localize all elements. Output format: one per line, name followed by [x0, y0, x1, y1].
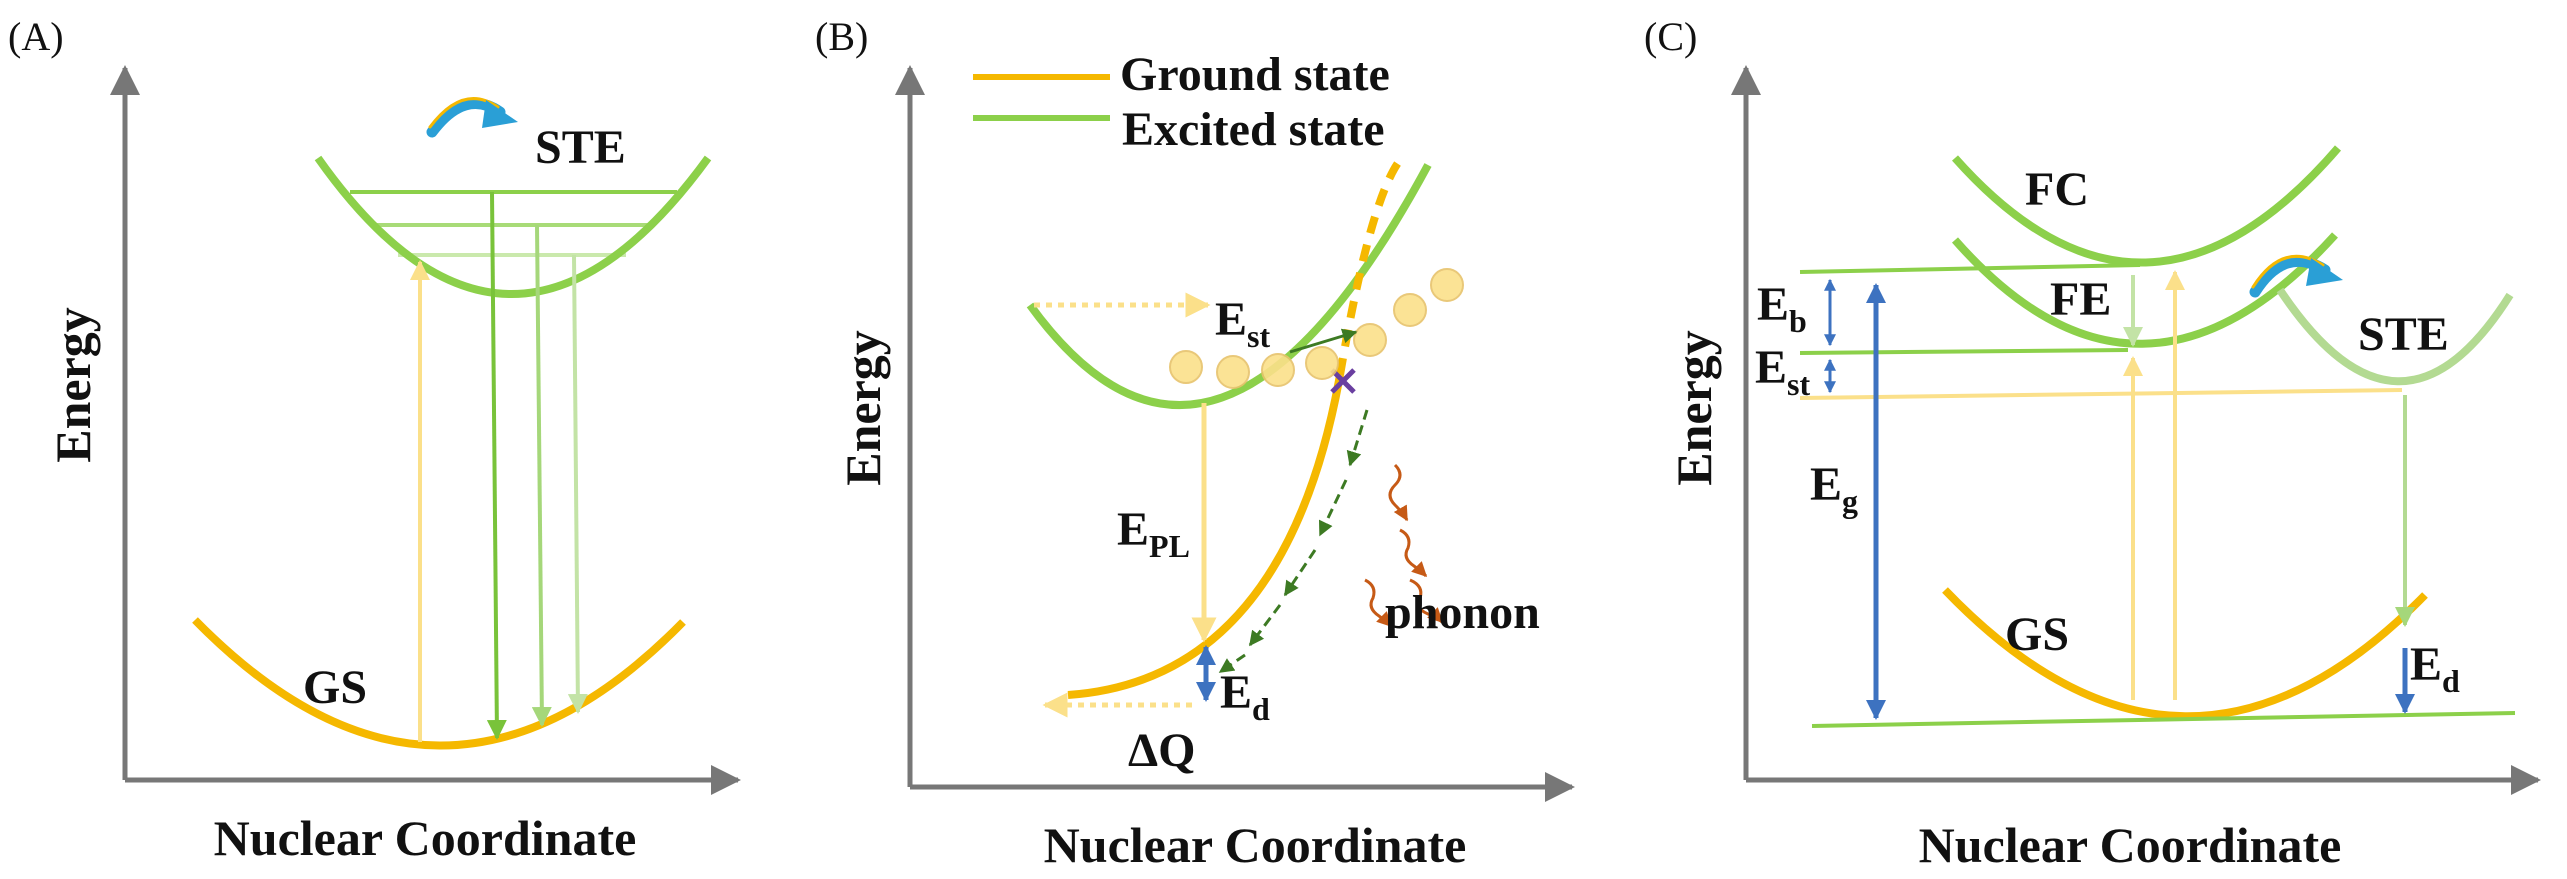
population-circle: [1353, 323, 1387, 357]
relaxation-arrow: [1218, 653, 1246, 674]
panel-c-ste-level: [1799, 388, 2403, 400]
panel-b: (B) Energy Nuclear Coordinate Ground sta…: [815, 14, 1575, 873]
panel-b-label: (B): [815, 14, 868, 59]
panel-b-phonon-label: phonon: [1385, 586, 1540, 639]
panel-a-label: (A): [8, 14, 64, 59]
phonon-wave: [1388, 463, 1409, 522]
population-circle: [1216, 355, 1250, 389]
phonon-wave: [1399, 528, 1428, 578]
panel-c-eg-label: Eg: [1810, 458, 1858, 519]
panel-a-emission-arrow-1: [486, 191, 507, 740]
panel-c-est-label: Est: [1755, 341, 1810, 402]
panel-c-fe-label: FE: [2050, 273, 2111, 326]
panel-c-fc-curve: [1952, 145, 2342, 267]
relaxation-arrows: [1218, 409, 1369, 674]
curved-arrow-icon: [426, 97, 518, 138]
panel-b-excited-curve: [1026, 163, 1432, 409]
panel-c-ste-curve: [2276, 287, 2514, 386]
phonon-squiggles: [1364, 463, 1444, 628]
crossing-point-marker: [1330, 368, 1356, 394]
panel-c-ste-label: STE: [2358, 308, 2449, 361]
legend-excited-label: Excited state: [1122, 103, 1385, 156]
panel-c-eb-label: Eb: [1757, 278, 1807, 339]
legend-ground-label: Ground state: [1120, 48, 1390, 101]
phonon-wave: [1364, 578, 1393, 628]
panel-c-y-axis-title: Energy: [1666, 330, 1722, 486]
panel-b-dq-label: ΔQ: [1128, 724, 1195, 777]
panel-c-x-axis-title: Nuclear Coordinate: [1919, 817, 2342, 873]
panel-c-ed-label: Ed: [2410, 638, 2460, 699]
panel-b-x-axis-title: Nuclear Coordinate: [1044, 817, 1467, 873]
curved-arrow-icon: [2249, 254, 2343, 298]
panel-c-gs-curve: [1942, 587, 2428, 721]
panel-c-label: (C): [1644, 14, 1697, 59]
panel-a-emission-arrow-3: [567, 254, 588, 714]
panel-a-gs-curve: [192, 617, 686, 750]
panel-c-fe-level: [1799, 348, 2129, 355]
population-circle: [1261, 353, 1295, 387]
panel-c-gs-label: GS: [2005, 608, 2069, 661]
panel-a-ste-label: STE: [535, 121, 626, 174]
panel-a-x-axis-title: Nuclear Coordinate: [214, 810, 637, 866]
phonon-wave: [1409, 578, 1444, 624]
panel-c-fc-label: FC: [2025, 163, 2089, 216]
panel-b-ground-curve: [1067, 374, 1344, 699]
panel-a: (A) Energy Nuclear Coordinate STE GS: [8, 14, 741, 866]
relaxation-arrow: [1318, 479, 1348, 537]
panel-c: (C) Energy Nuclear Coordinate Eb Est Eg …: [1644, 14, 2541, 873]
relaxation-arrow: [1248, 604, 1282, 647]
panel-b-est-label: Est: [1215, 293, 1270, 354]
legend: Ground state Excited state: [973, 48, 1390, 156]
relaxation-arrow: [1346, 409, 1369, 467]
population-circle: [1430, 268, 1464, 302]
panel-a-y-axis-title: Energy: [45, 307, 101, 463]
population-circle: [1305, 346, 1339, 380]
panel-a-gs-label: GS: [303, 661, 367, 714]
panel-c-fc-level: [1799, 263, 2141, 274]
panel-b-y-axis-title: Energy: [835, 330, 891, 486]
population-circle: [1169, 350, 1203, 384]
thermal-population: [1169, 268, 1464, 389]
panel-b-est-green-arrow: [1289, 328, 1358, 354]
panel-c-fe-curve: [1951, 232, 2338, 348]
panel-b-ed-label: Ed: [1220, 666, 1270, 727]
panel-c-gs-baseline: [1811, 711, 2516, 728]
relaxation-arrow: [1283, 549, 1317, 597]
population-circle: [1393, 293, 1427, 327]
panel-b-epl-label: EPL: [1117, 503, 1190, 564]
panel-a-emission-arrow-2: [531, 224, 552, 727]
